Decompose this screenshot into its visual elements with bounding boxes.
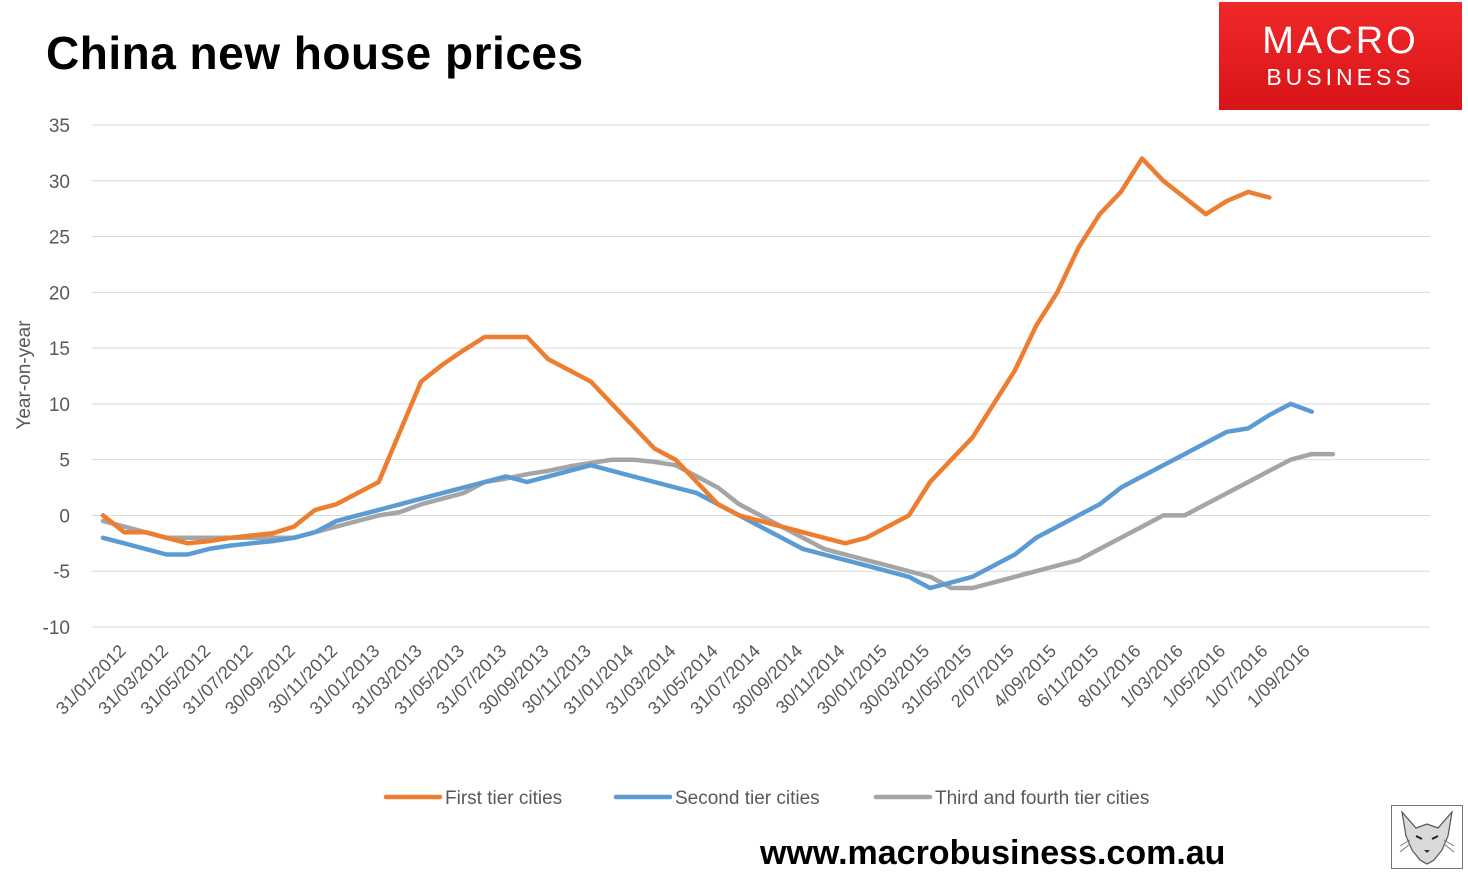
logo-line-business: BUSINESS (1266, 64, 1415, 90)
y-tick-label: 15 (49, 339, 70, 360)
series-line-0 (100, 156, 1272, 546)
y-tick-label: 30 (49, 172, 70, 193)
legend: First tier cities Second tier cities Third… (383, 788, 1149, 809)
y-tick-label: -5 (53, 562, 70, 583)
legend-label-2: Third and fourth tier cities (935, 788, 1149, 809)
y-tick-label: 25 (49, 228, 70, 249)
wolf-icon (1391, 805, 1463, 869)
y-tick-label: 5 (59, 451, 70, 472)
y-axis-ticks: 35 30 25 20 15 10 5 0 -5 -10 (43, 116, 70, 639)
x-axis-ticks: 31/01/201231/03/201231/05/201231/07/2012… (52, 641, 1314, 719)
chart-title: China new house prices (46, 27, 584, 79)
y-tick-label: 0 (59, 506, 70, 527)
y-tick-label: 10 (49, 395, 70, 416)
y-tick-label: -10 (43, 618, 70, 639)
wolf-icon-drawing (1399, 810, 1455, 865)
legend-label-1: Second tier cities (675, 788, 820, 809)
y-tick-label: 35 (49, 116, 70, 137)
series-line-1 (100, 401, 1315, 591)
legend-label-0: First tier cities (445, 788, 562, 809)
series-lines (100, 156, 1336, 591)
y-tick-label: 20 (49, 283, 70, 304)
y-axis-label: Year-on-year (14, 320, 35, 430)
footer-url: www.macrobusiness.com.au (760, 834, 1226, 872)
logo-line-macro: MACRO (1262, 20, 1419, 62)
macrobusiness-logo: MACRO BUSINESS (1219, 2, 1462, 110)
